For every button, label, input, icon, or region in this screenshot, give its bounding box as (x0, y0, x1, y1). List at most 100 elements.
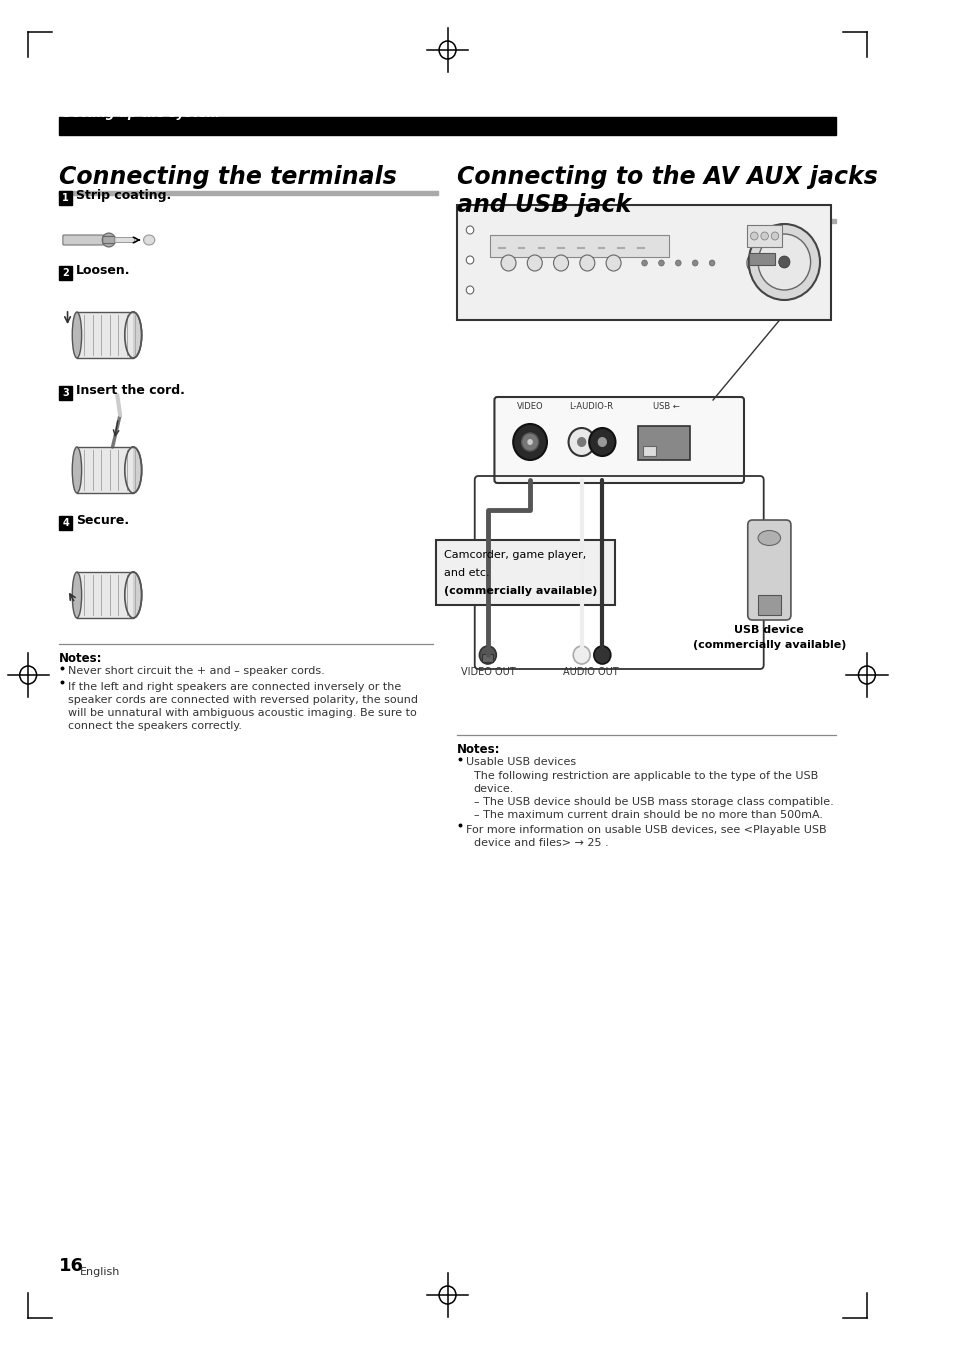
Circle shape (758, 234, 810, 290)
Text: (commercially available): (commercially available) (692, 640, 845, 649)
Text: (commercially available): (commercially available) (443, 586, 597, 595)
Text: Insert the cord.: Insert the cord. (76, 383, 185, 397)
Text: USB ←: USB ← (652, 402, 679, 410)
Circle shape (770, 232, 778, 240)
Circle shape (692, 261, 698, 266)
Circle shape (466, 256, 474, 265)
Circle shape (500, 255, 516, 271)
Text: Connecting to the AV AUX jacks: Connecting to the AV AUX jacks (456, 165, 877, 189)
Ellipse shape (72, 447, 82, 493)
Ellipse shape (125, 447, 142, 493)
Bar (748, 252, 774, 265)
Bar (77, 572, 133, 618)
FancyBboxPatch shape (63, 235, 104, 244)
Circle shape (760, 232, 767, 240)
Bar (456, 219, 835, 223)
Ellipse shape (72, 572, 82, 618)
Circle shape (597, 437, 606, 447)
Text: and USB jack: and USB jack (456, 193, 631, 217)
Text: device.: device. (474, 784, 514, 794)
Text: connect the speakers correctly.: connect the speakers correctly. (69, 721, 242, 730)
FancyBboxPatch shape (103, 236, 114, 243)
Text: 1: 1 (62, 193, 69, 202)
Text: For more information on usable USB devices, see <Playable USB: For more information on usable USB devic… (466, 825, 826, 836)
Text: VIDEO OUT: VIDEO OUT (460, 667, 515, 676)
Bar (59, 190, 437, 194)
Bar (642, 446, 655, 456)
Circle shape (641, 261, 647, 266)
Bar (758, 595, 780, 616)
Text: and etc.: and etc. (443, 568, 489, 578)
Circle shape (605, 255, 620, 271)
Ellipse shape (758, 531, 780, 545)
Bar (638, 427, 689, 460)
Bar (77, 312, 133, 358)
Circle shape (513, 424, 546, 460)
Text: 3: 3 (62, 387, 69, 398)
Ellipse shape (125, 312, 142, 358)
Bar (59, 266, 72, 279)
Bar (59, 516, 72, 531)
Text: USB device: USB device (734, 625, 803, 634)
Text: L-AUDIO-R: L-AUDIO-R (569, 402, 613, 410)
FancyBboxPatch shape (456, 205, 830, 320)
Text: If the left and right speakers are connected inversely or the: If the left and right speakers are conne… (69, 682, 401, 693)
Circle shape (750, 232, 758, 240)
Text: Notes:: Notes: (456, 743, 500, 756)
Circle shape (746, 252, 766, 274)
Circle shape (577, 437, 586, 447)
Circle shape (479, 647, 496, 664)
Text: – The USB device should be USB mass storage class compatible.: – The USB device should be USB mass stor… (474, 796, 833, 807)
Text: Never short circuit the + and – speaker cords.: Never short circuit the + and – speaker … (69, 666, 325, 676)
Circle shape (675, 261, 680, 266)
Bar (489, 235, 668, 256)
Text: VIDEO: VIDEO (517, 402, 543, 410)
FancyBboxPatch shape (494, 397, 743, 483)
Circle shape (708, 261, 714, 266)
Text: device and files> → 25 .: device and files> → 25 . (474, 838, 608, 848)
Bar (481, 653, 493, 662)
Ellipse shape (143, 235, 154, 244)
FancyBboxPatch shape (114, 238, 134, 243)
Text: Secure.: Secure. (76, 513, 129, 526)
Circle shape (553, 255, 568, 271)
Ellipse shape (125, 572, 142, 618)
Text: AUDIO OUT: AUDIO OUT (562, 667, 618, 676)
Text: 4: 4 (62, 518, 69, 528)
Circle shape (521, 433, 537, 451)
Text: – The maximum current drain should be no more than 500mA.: – The maximum current drain should be no… (474, 810, 821, 819)
Text: Connecting the terminals: Connecting the terminals (59, 165, 396, 189)
Circle shape (658, 261, 663, 266)
Circle shape (466, 286, 474, 294)
Text: Camcorder, game player,: Camcorder, game player, (443, 549, 585, 560)
Circle shape (102, 234, 115, 247)
Text: Notes:: Notes: (59, 652, 103, 666)
FancyBboxPatch shape (747, 520, 790, 620)
Circle shape (748, 224, 820, 300)
Bar (746, 225, 781, 247)
Circle shape (778, 256, 789, 269)
Circle shape (589, 428, 615, 456)
Text: 16: 16 (59, 1257, 84, 1274)
Circle shape (573, 647, 590, 664)
Circle shape (766, 254, 783, 271)
Text: will be unnatural with ambiguous acoustic imaging. Be sure to: will be unnatural with ambiguous acousti… (69, 707, 416, 718)
Bar (59, 190, 72, 205)
Circle shape (527, 255, 541, 271)
Text: Setting up the system: Setting up the system (63, 107, 219, 120)
Circle shape (594, 647, 610, 664)
Bar (436, 540, 614, 605)
Text: 2: 2 (62, 269, 69, 278)
Text: The following restriction are applicable to the type of the USB: The following restriction are applicable… (474, 771, 817, 782)
Bar (77, 447, 133, 493)
Text: Usable USB devices: Usable USB devices (466, 757, 576, 767)
Text: English: English (80, 1268, 120, 1277)
Circle shape (466, 225, 474, 234)
Text: Strip coating.: Strip coating. (76, 189, 172, 201)
Bar (59, 386, 72, 400)
Circle shape (527, 439, 533, 446)
Text: speaker cords are connected with reversed polarity, the sound: speaker cords are connected with reverse… (69, 695, 418, 705)
Ellipse shape (72, 312, 82, 358)
Circle shape (579, 255, 595, 271)
Circle shape (568, 428, 595, 456)
